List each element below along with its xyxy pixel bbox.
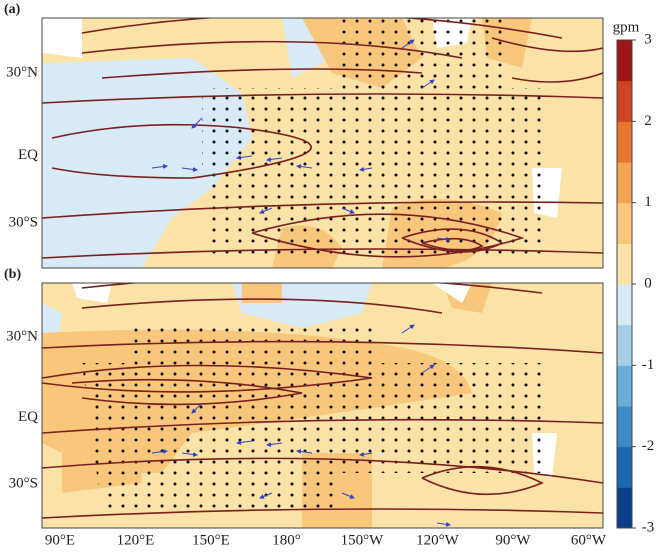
lon-label: 90°E [45, 532, 75, 548]
wind-vector [266, 441, 283, 447]
height-contour [42, 508, 603, 519]
wind-vector [296, 164, 313, 170]
colorbar-segment [617, 406, 632, 448]
colorbar-tick-label: -3 [642, 519, 655, 535]
map-panel [42, 18, 603, 268]
significance-stippling [342, 18, 502, 88]
panel-frame [41, 17, 604, 269]
colorbar-segment [617, 80, 632, 122]
wind-vector [401, 39, 415, 49]
colorbar-tick-label: 3 [644, 31, 652, 47]
height-contour [511, 72, 603, 83]
height-contour [81, 298, 443, 314]
positive-anomaly [242, 283, 282, 303]
map-panel [42, 283, 603, 528]
colorbar-segment [617, 487, 632, 529]
wind-vector [236, 439, 253, 445]
height-contour [81, 18, 563, 39]
panel-frame [41, 282, 604, 529]
colorbar-tick-label: -1 [642, 357, 655, 373]
wind-vector [151, 449, 168, 455]
wind-vector [341, 492, 355, 499]
lon-label: 60°W [571, 532, 607, 548]
colorbar-segment [617, 324, 632, 366]
height-contour [81, 283, 543, 294]
colorbar-segment [617, 243, 632, 285]
colorbar-segment [617, 121, 632, 163]
colorbar-segment [617, 202, 632, 244]
missing-region [42, 18, 82, 58]
colorbar-segment [617, 365, 632, 407]
colorbar-segment [617, 40, 632, 82]
wind-vector [181, 166, 198, 172]
colorbar-tick-label: 1 [644, 194, 652, 210]
colorbar-segment [617, 446, 632, 488]
missing-region [432, 283, 472, 303]
wind-vector [401, 324, 415, 334]
lat-label: EQ [18, 147, 38, 163]
lat-label: 30°S [9, 214, 38, 230]
wind-vector [191, 402, 203, 414]
height-contour [101, 68, 423, 79]
wind-vector [259, 492, 273, 499]
wind-vector [341, 207, 355, 214]
height-contour [42, 364, 373, 393]
panel-label: (a) [4, 2, 21, 17]
height-contour [42, 201, 603, 219]
colorbar-segment [617, 284, 632, 326]
lat-label: 30°S [9, 475, 38, 491]
height-contour [42, 418, 603, 434]
height-contour [421, 465, 544, 496]
lon-label: 120°W [416, 532, 459, 548]
wind-vector [421, 364, 435, 374]
lat-label: EQ [18, 409, 38, 425]
colorbar-tick-label: 0 [644, 275, 652, 291]
significance-stippling [132, 323, 372, 363]
negative-anomaly [42, 58, 252, 268]
height-contour [71, 378, 303, 406]
height-contour [42, 93, 603, 104]
wind-vector [359, 166, 373, 172]
wind-vector [436, 521, 451, 527]
colorbar-label: gpm [613, 19, 640, 35]
lon-label: 180° [272, 532, 301, 548]
height-contour [51, 123, 312, 179]
height-contour [42, 248, 603, 259]
wind-vector [296, 449, 313, 455]
height-contour [42, 457, 603, 484]
wind-vector [236, 154, 253, 160]
height-contour [81, 40, 463, 59]
wind-vector [181, 451, 198, 457]
lon-label: 90°W [495, 532, 531, 548]
lat-label: 30°N [6, 328, 38, 344]
wind-vector [259, 207, 273, 214]
lon-label: 150°E [192, 532, 230, 548]
colorbar-segment [617, 162, 632, 204]
wind-vector [191, 117, 203, 129]
height-contour [251, 213, 525, 258]
wind-vector [266, 156, 283, 162]
colorbar-tick-label: 2 [644, 113, 652, 129]
lon-label: 150°W [341, 532, 384, 548]
panel-label: (b) [4, 267, 21, 282]
wind-vector [359, 451, 373, 457]
wind-vector [421, 79, 435, 89]
height-contour [42, 340, 603, 354]
significance-stippling [202, 88, 542, 258]
wind-vector [151, 164, 168, 170]
lat-label: 30°N [6, 64, 38, 80]
lon-label: 120°E [117, 532, 155, 548]
colorbar-tick-label: -2 [642, 438, 655, 454]
height-contour [491, 37, 603, 53]
significance-stippling [82, 363, 542, 513]
wind-vector [436, 236, 451, 242]
